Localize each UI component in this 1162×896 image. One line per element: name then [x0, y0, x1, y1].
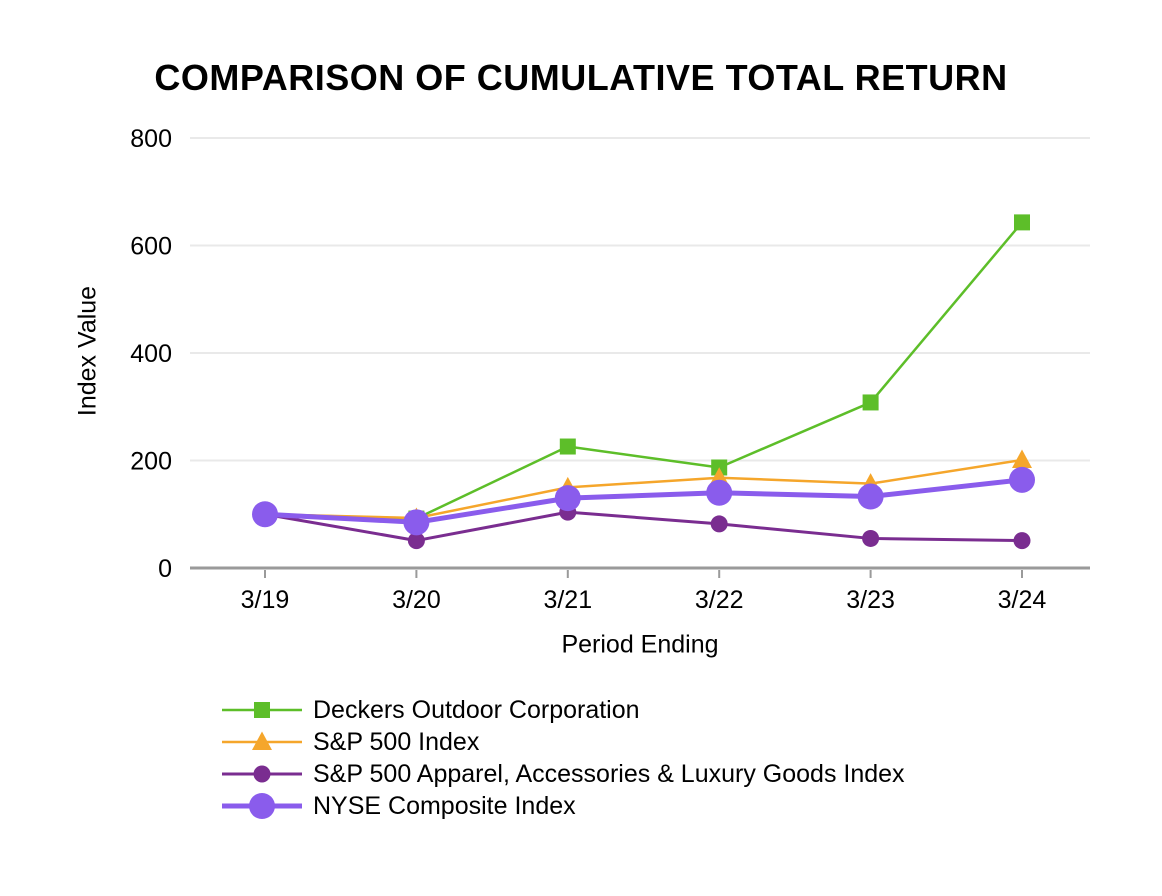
legend-swatch-circle — [222, 793, 302, 819]
x-tick-label: 3/21 — [543, 586, 592, 614]
y-tick-label: 0 — [158, 555, 172, 583]
square-marker-icon — [559, 438, 576, 455]
x-axis-label: Period Ending — [561, 630, 719, 659]
plot-area: 0 200 400 600 800 3/19 3/20 3/21 3/22 3/23 3/24 — [130, 125, 1090, 614]
square-marker-icon — [862, 394, 879, 411]
legend-item-nyse-composite-index: NYSE Composite Index — [221, 790, 905, 822]
x-tick-label: 3/23 — [846, 586, 895, 614]
chart-legend: Deckers Outdoor Corporation S&P 500 Index… — [221, 694, 905, 822]
triangle-marker-icon — [1012, 449, 1032, 468]
x-tick-label: 3/24 — [998, 586, 1047, 614]
series-line — [263, 221, 1024, 520]
circle-marker-icon — [710, 515, 728, 533]
circle-marker-icon — [706, 479, 733, 506]
circle-marker-icon — [249, 793, 275, 819]
circle-marker-icon — [1009, 466, 1035, 493]
y-tick-label: 800 — [130, 125, 172, 153]
circle-marker-icon — [1013, 532, 1031, 550]
legend-swatch-triangle — [222, 731, 302, 750]
legend-item-s-p-500-apparel-accessories-luxury-goods-index: S&P 500 Apparel, Accessories & Luxury Go… — [221, 758, 905, 790]
y-tick-label: 400 — [130, 340, 172, 368]
circle-marker-icon — [554, 485, 581, 512]
circle-marker-icon — [862, 529, 880, 547]
square-marker-icon — [254, 702, 270, 718]
legend-swatch-square — [222, 702, 302, 718]
circle-marker-icon — [407, 532, 425, 550]
legend-item-s-p-500-index: S&P 500 Index — [221, 726, 905, 758]
y-tick-label: 200 — [130, 448, 172, 476]
legend-label: NYSE Composite Index — [313, 791, 576, 820]
series-line — [263, 510, 1024, 543]
legend-swatch-circle — [222, 765, 302, 783]
series-line — [263, 458, 1024, 520]
legend-item-deckers-outdoor-corporation: Deckers Outdoor Corporation — [221, 694, 905, 726]
x-tick-label: 3/19 — [241, 586, 290, 614]
series-line — [262, 477, 1025, 525]
x-tick-label: 3/22 — [695, 586, 744, 614]
circle-marker-icon — [252, 501, 278, 528]
series-nyse-composite-index — [252, 466, 1035, 536]
y-axis-label: Index Value — [73, 285, 102, 417]
legend-label: Deckers Outdoor Corporation — [313, 695, 640, 724]
series-s-p-500-apparel-accessories-luxury-goods-index — [256, 503, 1031, 550]
chart-title: COMPARISON OF CUMULATIVE TOTAL RETURN — [154, 57, 1008, 98]
circle-marker-icon — [857, 483, 884, 510]
x-tick-label: 3/20 — [392, 586, 441, 614]
circle-marker-icon — [403, 509, 430, 536]
triangle-marker-icon — [252, 731, 272, 750]
series-deckers-outdoor-corporation — [257, 214, 1030, 527]
legend-label: S&P 500 Index — [313, 727, 480, 756]
square-marker-icon — [1014, 214, 1030, 231]
legend-label: S&P 500 Apparel, Accessories & Luxury Go… — [313, 759, 905, 788]
y-tick-label: 600 — [130, 233, 172, 261]
circle-marker-icon — [253, 765, 271, 783]
